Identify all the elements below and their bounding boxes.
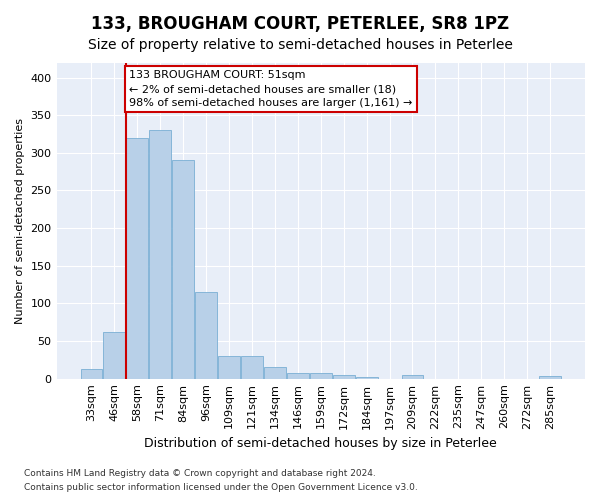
Bar (310, 374, 332, 378)
Y-axis label: Number of semi-detached properties: Number of semi-detached properties (15, 118, 25, 324)
Bar (287, 372, 309, 378)
Bar (195, 292, 217, 378)
Bar (241, 356, 263, 378)
Text: Contains HM Land Registry data © Crown copyright and database right 2024.: Contains HM Land Registry data © Crown c… (24, 468, 376, 477)
Bar (401, 375, 424, 378)
Bar (80, 369, 103, 378)
Bar (333, 375, 355, 378)
Bar (218, 356, 240, 378)
Bar (264, 366, 286, 378)
Bar (127, 138, 148, 378)
Bar (149, 130, 171, 378)
Bar (103, 332, 125, 378)
X-axis label: Distribution of semi-detached houses by size in Peterlee: Distribution of semi-detached houses by … (145, 437, 497, 450)
Bar (356, 377, 377, 378)
Bar (539, 376, 561, 378)
Text: Contains public sector information licensed under the Open Government Licence v3: Contains public sector information licen… (24, 484, 418, 492)
Bar (172, 160, 194, 378)
Text: 133 BROUGHAM COURT: 51sqm
← 2% of semi-detached houses are smaller (18)
98% of s: 133 BROUGHAM COURT: 51sqm ← 2% of semi-d… (129, 70, 413, 108)
Text: 133, BROUGHAM COURT, PETERLEE, SR8 1PZ: 133, BROUGHAM COURT, PETERLEE, SR8 1PZ (91, 15, 509, 33)
Text: Size of property relative to semi-detached houses in Peterlee: Size of property relative to semi-detach… (88, 38, 512, 52)
